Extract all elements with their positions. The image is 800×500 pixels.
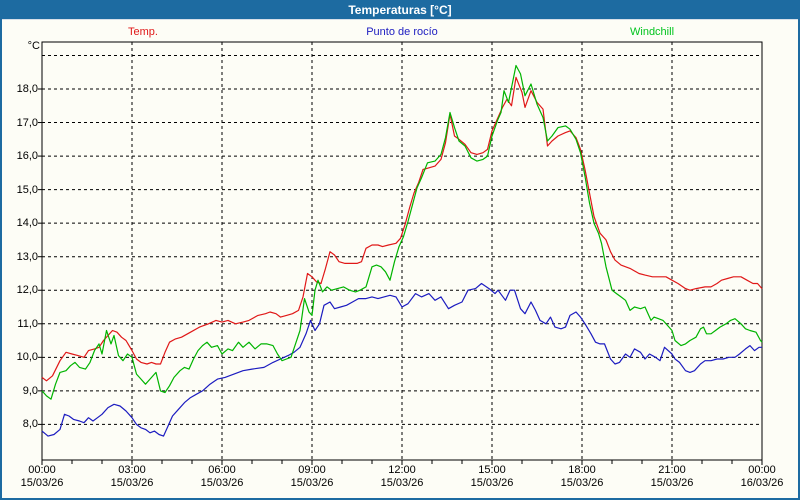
x-tick-date: 15/03/26	[20, 477, 64, 489]
x-tick-label: 18:00 15/03/26	[550, 464, 614, 490]
x-tick-time: 09:00	[298, 464, 326, 476]
x-tick-time: 00:00	[748, 464, 776, 476]
x-tick-label: 06:00 15/03/26	[190, 464, 254, 490]
x-tick-date: 15/03/26	[470, 477, 514, 489]
x-tick-date: 15/03/26	[110, 477, 154, 489]
y-tick-label: 16,0	[16, 150, 38, 163]
x-tick-label: 12:00 15/03/26	[370, 464, 434, 490]
x-tick-label: 00:00 15/03/26	[10, 464, 74, 490]
series-line-temp-	[41, 76, 763, 382]
x-tick-date: 15/03/26	[560, 477, 604, 489]
x-tick-label: 21:00 15/03/26	[640, 464, 704, 490]
y-tick-label: 8,0	[22, 418, 38, 431]
legend-windchill: Windchill	[630, 26, 675, 38]
x-tick-date: 15/03/26	[200, 477, 244, 489]
y-tick-label: 12,0	[16, 284, 38, 297]
x-tick-time: 15:00	[478, 464, 506, 476]
x-tick-time: 18:00	[568, 464, 596, 476]
x-tick-label: 03:00 15/03/26	[100, 464, 164, 490]
y-tick-label: 18,0	[16, 83, 38, 95]
x-tick-time: 06:00	[208, 464, 236, 476]
y-tick-label: 9,0	[22, 384, 38, 397]
x-tick-date: 15/03/26	[650, 477, 694, 489]
y-axis-unit: °C	[27, 40, 40, 52]
series-line-windchill	[41, 64, 763, 400]
x-tick-time: 03:00	[118, 464, 146, 476]
legend-temp: Temp.	[128, 26, 158, 38]
y-tick-label: 11,0	[17, 317, 38, 330]
x-tick-date: 15/03/26	[380, 477, 424, 489]
x-tick-label: 15:00 15/03/26	[460, 464, 524, 490]
y-tick-label: 15,0	[16, 183, 38, 196]
x-tick-time: 00:00	[28, 464, 56, 476]
x-tick-date: 16/03/26	[740, 477, 784, 489]
x-tick-date: 15/03/26	[290, 477, 334, 489]
y-tick-label: 17,0	[16, 116, 38, 129]
legend-dew-point: Punto de rocío	[366, 26, 438, 38]
x-tick-label: 00:00 16/03/26	[730, 464, 794, 490]
y-tick-label: 10,0	[16, 351, 38, 364]
y-tick-label: 13,0	[16, 250, 38, 263]
x-tick-time: 21:00	[658, 464, 686, 476]
x-tick-label: 09:00 15/03/26	[280, 464, 344, 490]
y-tick-label: 14,0	[16, 217, 38, 230]
x-tick-time: 12:00	[388, 464, 416, 476]
title-bar: Temperaturas [°C]	[2, 2, 798, 20]
window-title: Temperaturas [°C]	[348, 3, 452, 17]
series-line-punto-de-roc-o	[41, 282, 762, 437]
